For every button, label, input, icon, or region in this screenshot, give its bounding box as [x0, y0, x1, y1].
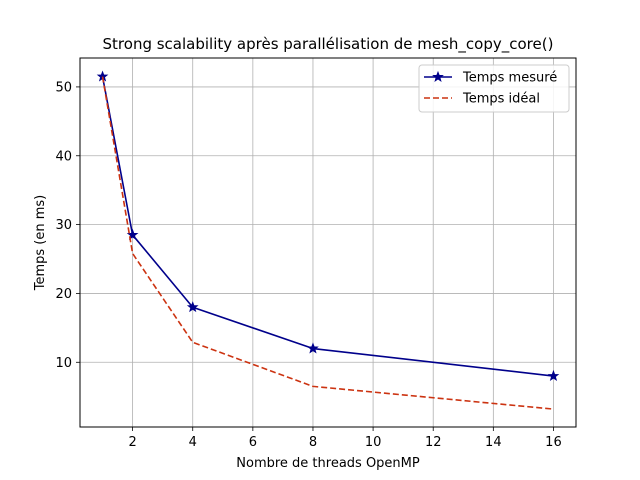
- legend-label-1: Temps mesuré: [462, 71, 557, 86]
- series-layer: [96, 70, 560, 410]
- chart-title: Strong scalability après parallélisation…: [103, 35, 554, 54]
- series-1-point: [547, 369, 560, 382]
- x-tick-label: 2: [128, 435, 136, 450]
- x-tick-label: 12: [425, 435, 442, 450]
- y-axis-label: Temps (en ms): [33, 195, 48, 292]
- y-tick-label: 10: [55, 356, 72, 371]
- legend-box: [418, 64, 570, 113]
- x-tick-label: 8: [309, 435, 317, 450]
- y-tick-label: 50: [55, 80, 72, 95]
- series-1-point: [186, 301, 199, 313]
- x-axis-label: Nombre de threads OpenMP: [236, 456, 420, 471]
- legend-marker-1: [432, 70, 444, 82]
- x-tick-label: 16: [545, 435, 562, 450]
- x-tick-label: 4: [189, 435, 197, 450]
- y-tick-label: 40: [55, 149, 72, 164]
- y-tick-label: 30: [55, 218, 72, 233]
- legend-label-2: Temps idéal: [462, 92, 540, 107]
- series-line-2: [101, 76, 554, 410]
- x-tick-label: 14: [485, 435, 502, 450]
- x-tick-label: 10: [365, 435, 382, 450]
- legend: Temps mesuré Temps idéal: [418, 64, 570, 113]
- series-line-1: [101, 76, 554, 377]
- ticks: 2 4 6 8 10 12 14 16 10 20 30 40 50: [55, 80, 561, 450]
- grid-lines: [80, 58, 576, 427]
- plot-frame: [79, 57, 577, 428]
- series-1-point: [307, 342, 319, 354]
- legend-entries: Temps mesuré Temps idéal: [424, 71, 557, 107]
- x-tick-label: 6: [249, 435, 257, 450]
- y-tick-label: 20: [55, 287, 72, 302]
